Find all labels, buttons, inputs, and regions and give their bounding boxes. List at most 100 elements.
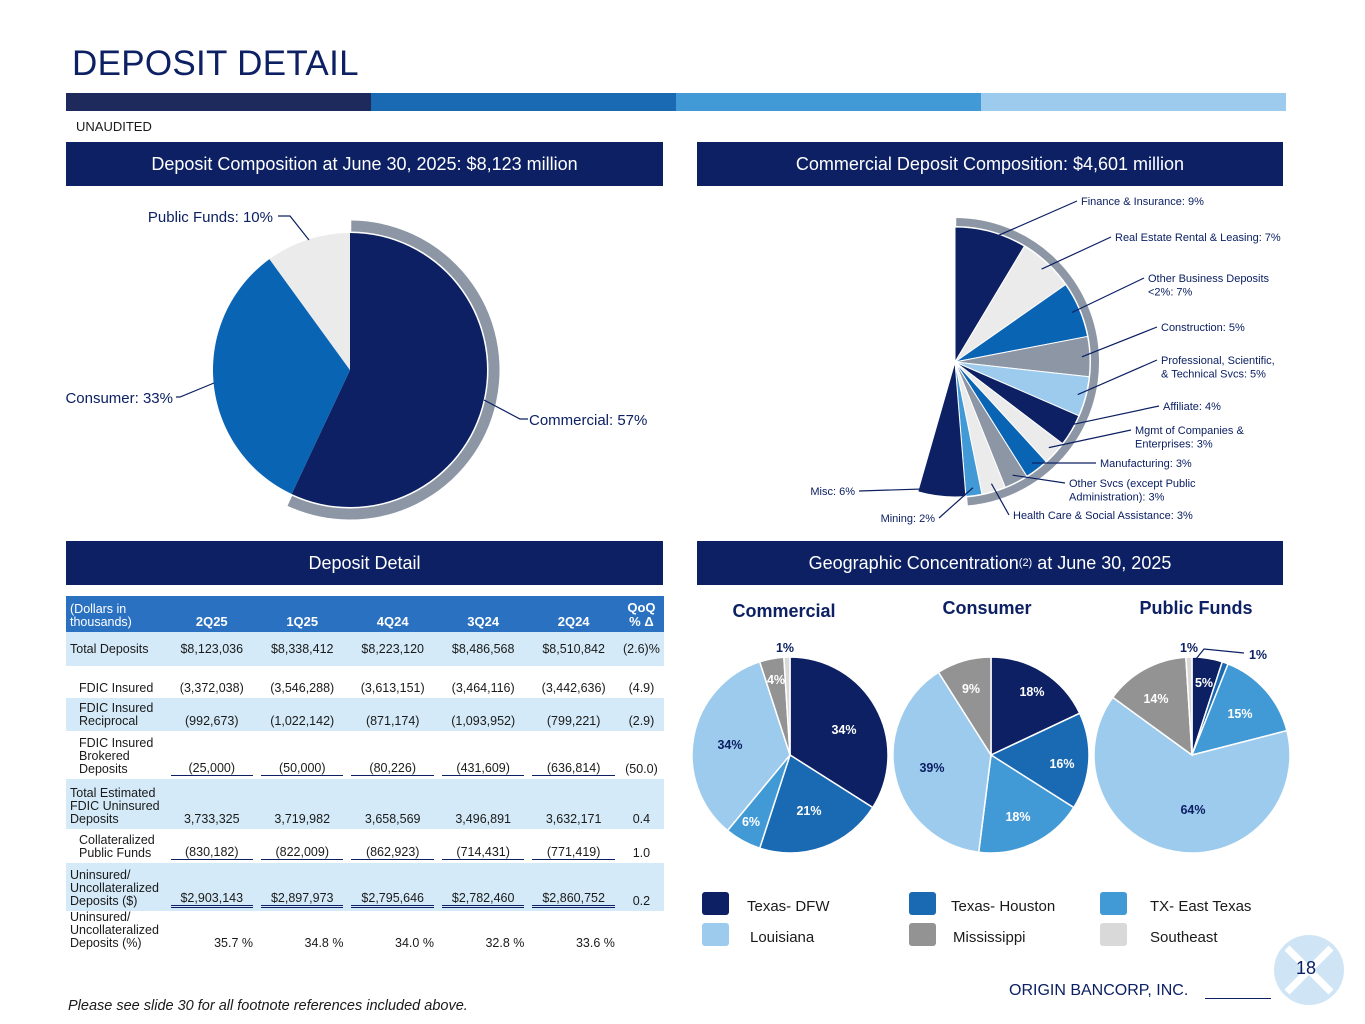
fan-leader-construction-5 (1081, 326, 1158, 358)
unaudited-label: UNAUDITED (76, 119, 152, 134)
legend-label-tx-east-texas: TX- East Texas (1150, 898, 1252, 915)
row-cell: $2,897,973 (257, 863, 347, 911)
row-cell-value: (80,226) (351, 761, 434, 776)
fan-label-health-care-social-assistance-3: Health Care & Social Assistance: 3% (1013, 510, 1193, 522)
row-cell: 0.4 (632, 812, 651, 826)
composition-header: Deposit Composition at June 30, 2025: $8… (66, 142, 663, 186)
geo-slice-consumer-texas-dfw (990, 656, 1081, 757)
row-cell: (431,609) (438, 731, 528, 779)
fan-label-professional-scientific-technical-svcs-5: Professional, Scientific, (1161, 355, 1275, 367)
table-col-header: 2Q25 (195, 614, 228, 629)
fan-label-finance-insurance-9: Finance & Insurance: 9% (1081, 196, 1204, 208)
row-cell: 3,733,325 (183, 812, 240, 826)
row-cell-value: $2,795,646 (351, 891, 434, 908)
fan-label-mgmt-of-companies-enterprises-3: Mgmt of Companies & (1135, 425, 1244, 437)
geo-slice-consumer-mississippi (937, 656, 992, 758)
row-cell: (3,546,288) (270, 681, 335, 695)
row-label: Total Deposits (70, 642, 149, 656)
row-cell (619, 911, 664, 953)
fan-leader-professional-scientific-technical-svcs-5 (1077, 359, 1158, 396)
row-cell: $8,486,568 (451, 642, 515, 656)
table-row: FDIC Insured Reciprocal (992,673) (1,022… (66, 698, 664, 731)
legend-label-louisiana: Louisiana (750, 929, 815, 946)
row-cell: (3,464,116) (451, 681, 515, 695)
row-label: FDIC Insured (79, 681, 154, 695)
row-cell: 3,496,891 (455, 812, 511, 826)
geo-data-label: 5% (1195, 676, 1213, 690)
legend-swatch-southeast (1100, 923, 1127, 946)
geo-data-label: 6% (742, 815, 760, 829)
commercial-highlight-ring (287, 220, 500, 520)
geo-data-label: 39% (919, 761, 944, 775)
table-row: FDIC Insured (3,372,038) (3,546,288) (3,… (66, 666, 664, 698)
pie-label: Consumer: 33% (65, 390, 173, 407)
row-cell: 3,632,171 (545, 812, 602, 826)
row-cell: (2.6)% (623, 642, 660, 656)
row-cell: (3,372,038) (179, 681, 244, 695)
fan-leader-affiliate-4 (1064, 405, 1160, 427)
legend-swatch-mississippi (909, 923, 936, 946)
geo-slice-public-funds-mississippi (1111, 656, 1193, 757)
geo-slice-consumer-tx-east-texas (977, 753, 1075, 854)
row-cell: (3,442,636) (541, 681, 606, 695)
table-row: Uninsured/ Uncollateralized Deposits ($)… (66, 863, 664, 911)
legend-swatch-louisiana (702, 923, 729, 946)
row-cell: (830,182) (167, 829, 257, 863)
table-row: Collateralized Public Funds (830,182) (8… (66, 829, 664, 863)
fan-label-misc-6: Misc: 6% (810, 486, 855, 498)
fan-slice-misc-6 (917, 361, 967, 498)
company-name: ORIGIN BANCORP, INC. (1009, 982, 1189, 999)
accent-bar-3 (676, 93, 981, 111)
pie-slice-consumer (212, 259, 350, 494)
row-cell: (50,000) (257, 731, 347, 779)
table-col0-header: (Dollars in thousands) (70, 602, 132, 629)
leader-line (483, 399, 528, 420)
pie-slice-public-funds (269, 233, 350, 370)
row-cell-value: (771,419) (532, 845, 615, 860)
row-cell: (1,022,142) (270, 714, 335, 728)
row-cell: (862,923) (347, 829, 437, 863)
row-cell: $8,338,412 (270, 642, 334, 656)
row-label: Total Estimated FDIC Uninsured Deposits (70, 786, 160, 826)
table-row: Total Estimated FDIC Uninsured Deposits … (66, 779, 664, 829)
row-cell: $8,223,120 (361, 642, 424, 656)
row-cell: (992,673) (185, 714, 239, 728)
company-underline (1205, 998, 1271, 999)
fan-leader-health-care-social-assistance-3 (990, 483, 1010, 516)
row-label: Collateralized Public Funds (79, 833, 155, 860)
row-cell: (871,174) (365, 714, 420, 728)
geo-header-sup: (2) (1018, 557, 1033, 569)
pie-slice-commercial (291, 233, 487, 508)
row-cell: 3,658,569 (364, 812, 421, 826)
row-cell: 0.2 (632, 894, 651, 908)
row-cell: (822,009) (257, 829, 347, 863)
row-cell: 34.0 % (395, 936, 434, 950)
row-cell: (3,613,151) (360, 681, 425, 695)
leader-line (278, 215, 310, 241)
geo-data-label: 1% (1249, 648, 1267, 662)
table-header-row: (Dollars in thousands) 2Q25 1Q25 4Q24 3Q… (66, 596, 664, 632)
legend-swatch-texas-dfw (702, 892, 729, 915)
fan-label-mgmt-of-companies-enterprises-3: Enterprises: 3% (1135, 439, 1213, 451)
row-cell-value: $2,897,973 (261, 891, 344, 908)
row-cell: (4.9) (628, 681, 655, 695)
fan-leader-mining-2 (938, 487, 974, 519)
row-cell: $8,510,842 (542, 642, 605, 656)
fan-highlight-ring (956, 218, 1099, 506)
fan-label-other-business-deposits-2-7: Other Business Deposits (1148, 273, 1270, 285)
fan-leader-other-business-deposits-2-7 (1071, 277, 1145, 314)
geo-slice-commercial-louisiana (691, 660, 791, 832)
row-cell: (25,000) (167, 731, 257, 779)
geo-data-label: 4% (767, 673, 785, 687)
fan-label-professional-scientific-technical-svcs-5: & Technical Svcs: 5% (1161, 369, 1266, 381)
table-col-header: 4Q24 (376, 614, 409, 629)
leader-line (176, 382, 215, 398)
row-cell: 3,719,982 (274, 812, 331, 826)
table-row: Total Deposits $8,123,036 $8,338,412 $8,… (66, 632, 664, 666)
geo-title-commercial: Commercial (732, 601, 835, 621)
page-title: DEPOSIT DETAIL (72, 44, 359, 83)
fan-label-mining-2: Mining: 2% (881, 513, 936, 525)
table-col-header: 1Q25 (286, 614, 319, 629)
table-row: Uninsured/ Uncollateralized Deposits (%)… (66, 911, 664, 953)
geo-leader (1195, 648, 1245, 660)
